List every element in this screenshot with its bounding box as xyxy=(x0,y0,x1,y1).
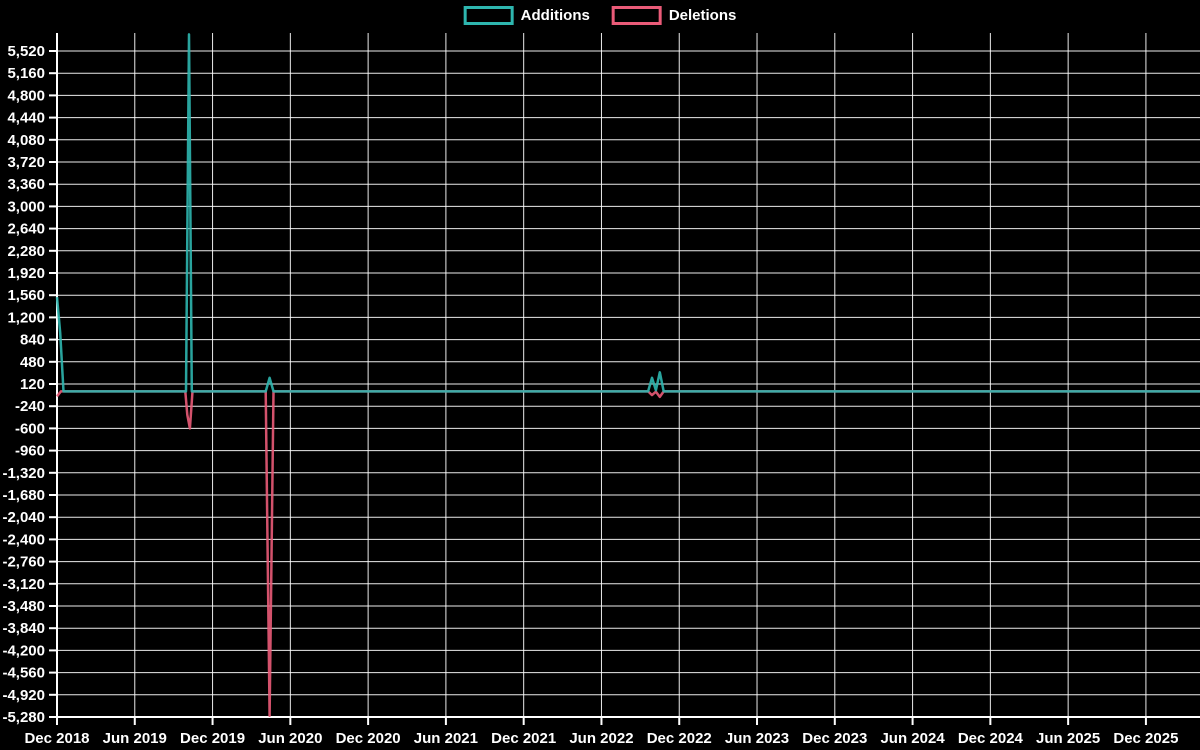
deletions-line xyxy=(56,390,1200,718)
x-tick-label: Jun 2022 xyxy=(569,730,633,747)
y-tick-label: 3,360 xyxy=(7,176,45,193)
y-tick-label: -1,320 xyxy=(2,465,45,482)
y-tick-label: -5,280 xyxy=(2,709,45,726)
y-tick-label: 2,280 xyxy=(7,243,45,260)
x-tick-label: Jun 2020 xyxy=(258,730,322,747)
y-tick-label: -2,400 xyxy=(2,531,45,548)
additions-line xyxy=(55,33,1200,393)
legend-item-deletions[interactable]: Deletions xyxy=(611,6,737,25)
y-tick-label: -960 xyxy=(15,443,45,460)
x-tick-label: Dec 2019 xyxy=(180,730,245,747)
x-tick-label: Dec 2020 xyxy=(336,730,401,747)
x-tick-label: Jun 2023 xyxy=(725,730,789,747)
y-tick-label: 1,200 xyxy=(7,309,45,326)
x-tick-label: Dec 2018 xyxy=(24,730,89,747)
legend: Additions Deletions xyxy=(463,6,737,25)
y-tick-label: -3,840 xyxy=(2,620,45,637)
x-tick-label: Jun 2025 xyxy=(1036,730,1100,747)
y-tick-label: -4,920 xyxy=(2,687,45,704)
y-tick-label: -2,760 xyxy=(2,554,45,571)
y-tick-label: 3,720 xyxy=(7,154,45,171)
x-tick-label: Jun 2019 xyxy=(103,730,167,747)
y-tick-label: -1,680 xyxy=(2,487,45,504)
y-tick-label: 4,080 xyxy=(7,132,45,149)
y-tick-label: 1,560 xyxy=(7,287,45,304)
y-tick-label: 5,520 xyxy=(7,43,45,60)
y-tick-label: 4,440 xyxy=(7,110,45,127)
y-tick-label: 120 xyxy=(20,376,45,393)
y-tick-label: -3,120 xyxy=(2,576,45,593)
legend-label-additions: Additions xyxy=(520,7,590,24)
y-tick-label: -2,040 xyxy=(2,509,45,526)
y-tick-label: -4,560 xyxy=(2,665,45,682)
x-tick-label: Jun 2024 xyxy=(880,730,945,747)
y-tick-label: 1,920 xyxy=(7,265,45,282)
x-tick-label: Dec 2023 xyxy=(802,730,867,747)
legend-label-deletions: Deletions xyxy=(668,7,737,24)
y-tick-label: -3,480 xyxy=(2,598,45,615)
y-tick-label: 5,160 xyxy=(7,65,45,82)
y-tick-label: 840 xyxy=(20,332,45,349)
y-tick-label: 4,800 xyxy=(7,87,45,104)
additions-swatch-icon xyxy=(463,6,514,25)
x-tick-label: Dec 2024 xyxy=(958,730,1024,747)
y-tick-label: -240 xyxy=(15,398,45,415)
x-tick-label: Dec 2021 xyxy=(491,730,556,747)
x-tick-label: Dec 2022 xyxy=(647,730,712,747)
x-tick-label: Jun 2021 xyxy=(414,730,478,747)
deletions-swatch-icon xyxy=(611,6,662,25)
y-tick-label: -600 xyxy=(15,420,45,437)
y-tick-label: -4,200 xyxy=(2,642,45,659)
y-tick-label: 2,640 xyxy=(7,221,45,238)
y-tick-label: 3,000 xyxy=(7,198,45,215)
y-tick-label: 480 xyxy=(20,354,45,371)
legend-item-additions[interactable]: Additions xyxy=(463,6,590,25)
x-tick-label: Dec 2025 xyxy=(1113,730,1178,747)
